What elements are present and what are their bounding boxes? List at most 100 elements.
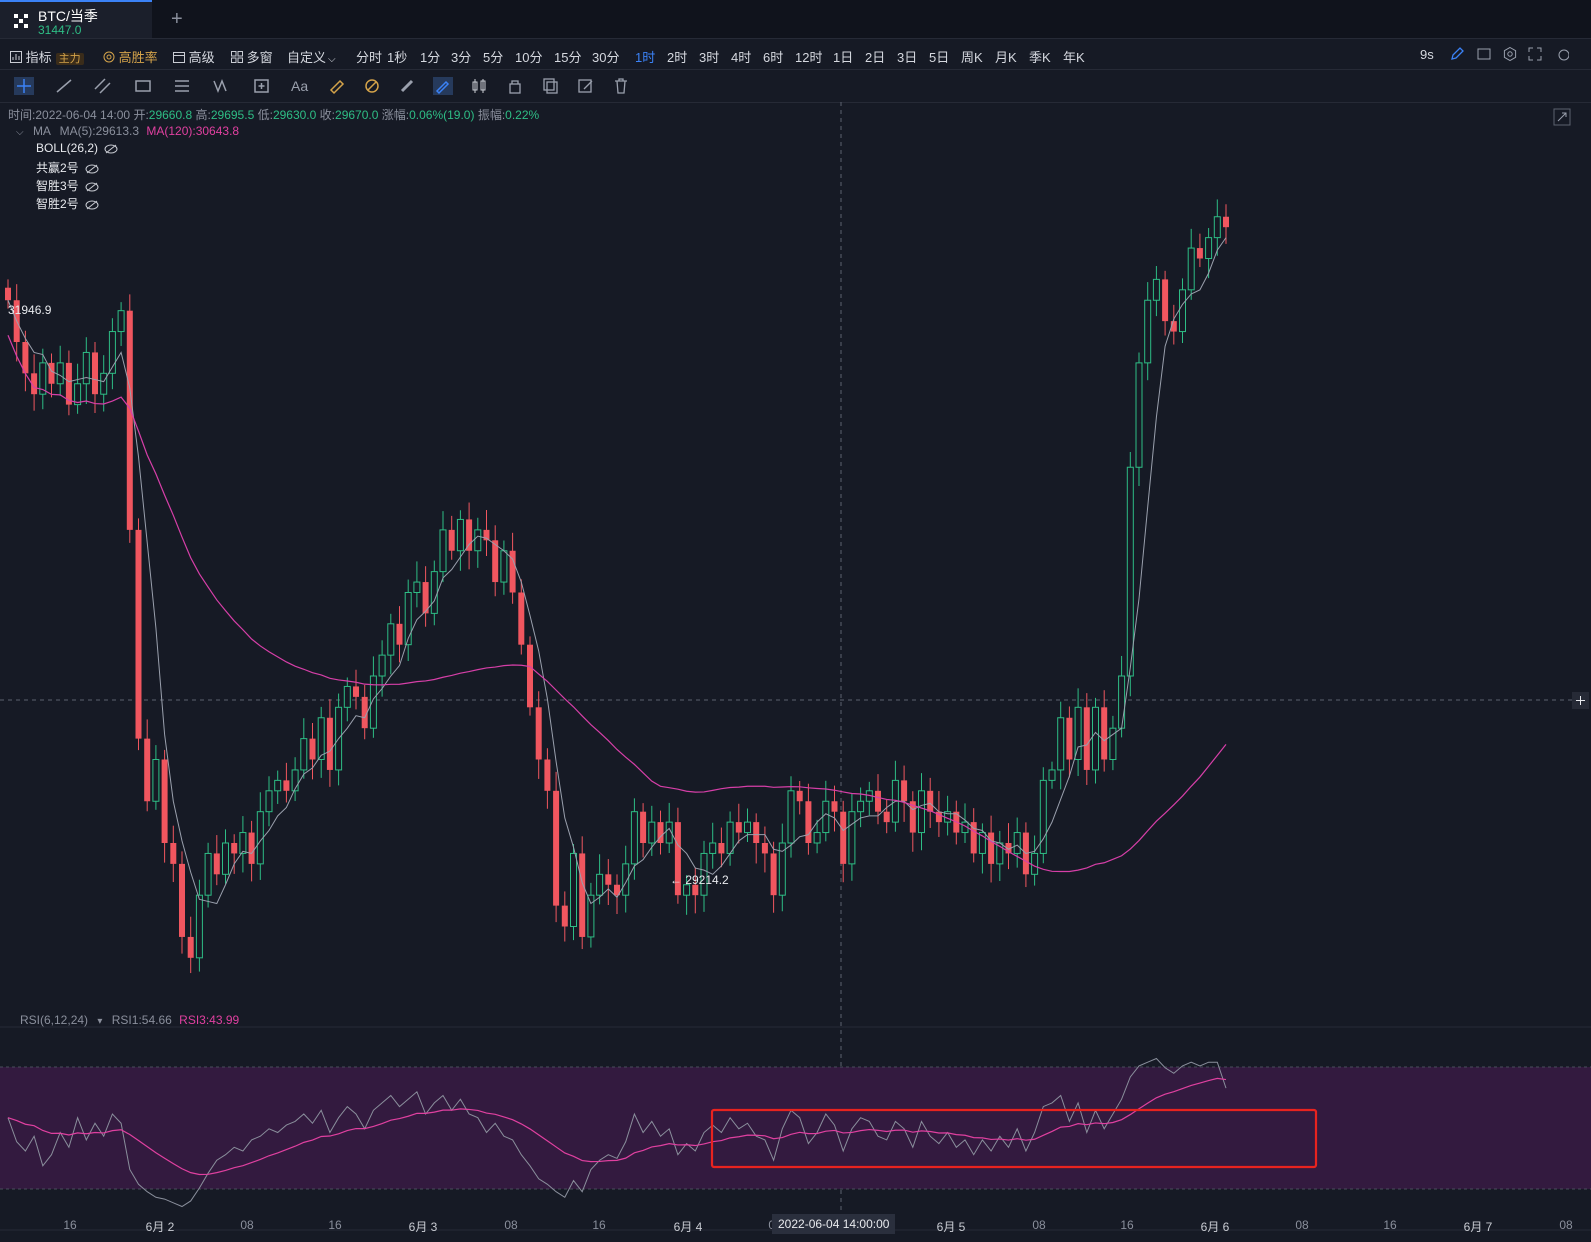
interval-0[interactable]: 分时 [356, 50, 383, 65]
win-rate-button[interactable]: 高胜率 [103, 47, 158, 66]
interval-3[interactable]: 3分 [451, 50, 472, 65]
interval-9[interactable]: 2时 [667, 50, 688, 65]
ma5-value: MA(5):29613.3 [59, 124, 140, 138]
rsi-name: RSI(6,12,24) [20, 1013, 89, 1027]
interval-18[interactable]: 周K [961, 50, 983, 65]
refresh-timer[interactable]: 9s [1420, 47, 1434, 62]
candle-body [1196, 248, 1203, 259]
interval-15[interactable]: 2日 [865, 50, 886, 65]
indicator-gongying2[interactable]: 共赢2号 [36, 159, 99, 176]
candle-body [657, 822, 664, 843]
candle-body [265, 790, 273, 813]
interval-12[interactable]: 6时 [763, 50, 784, 65]
hidden-eye-icon[interactable] [85, 200, 99, 210]
crosshair-add-button[interactable] [1572, 692, 1589, 709]
interval-16[interactable]: 3日 [897, 50, 918, 65]
interval-2[interactable]: 1分 [420, 50, 441, 65]
custom-dropdown[interactable]: 自定义 ⌵ [287, 47, 336, 66]
candle-body [135, 529, 142, 739]
candle-body [770, 853, 777, 896]
crosshair-tool-icon[interactable] [14, 77, 34, 95]
symbol-tab[interactable]: BTC/当季 31447.0 [0, 0, 152, 38]
ma-legend[interactable]: ⌵ MA MA(5):29613.3 MA(120):30643.8 [16, 124, 239, 138]
chevron-down-icon[interactable]: ▾ [97, 1016, 103, 1027]
interval-6[interactable]: 15分 [554, 50, 582, 65]
rectangle-tool-icon[interactable] [133, 77, 153, 95]
interval-10[interactable]: 3时 [699, 50, 720, 65]
interval-5[interactable]: 10分 [515, 50, 543, 65]
indicator-button[interactable]: 指标 主力 [10, 47, 84, 66]
candle-body [1066, 717, 1073, 760]
indicator-zhisheng3[interactable]: 智胜3号 [36, 177, 99, 194]
candles-group [5, 199, 1229, 974]
eraser-tool-icon[interactable] [362, 77, 382, 95]
fullscreen-icon[interactable] [1527, 46, 1543, 62]
low-label: 低: [257, 108, 273, 122]
candle-body [353, 686, 359, 697]
interval-11[interactable]: 4时 [731, 50, 752, 65]
hidden-eye-icon[interactable] [85, 182, 99, 192]
interval-4[interactable]: 5分 [483, 50, 504, 65]
copy-icon[interactable] [540, 77, 560, 95]
low-value: 29630.0 [272, 108, 317, 122]
rsi3-line [7, 1077, 1227, 1176]
candle-body [622, 863, 630, 896]
candle-body [665, 821, 673, 844]
candle-body [1013, 832, 1021, 854]
candle-body [1005, 843, 1012, 854]
brush-tool-icon[interactable] [433, 77, 453, 95]
ruler-tool-icon[interactable] [398, 77, 418, 95]
interval-14[interactable]: 1日 [833, 50, 854, 65]
candle-body [404, 592, 412, 646]
cloud-icon[interactable] [1555, 46, 1569, 62]
time-label: 时间: [8, 108, 36, 122]
candle-body [857, 800, 865, 813]
lock-icon[interactable] [505, 77, 525, 95]
candle-tool-icon[interactable] [469, 77, 489, 95]
interval-19[interactable]: 月K [995, 50, 1017, 65]
interval-20[interactable]: 季K [1029, 50, 1051, 65]
text-tool-icon[interactable]: Aa [291, 78, 309, 94]
candle-body [326, 717, 333, 770]
trend-line-tool-icon[interactable] [54, 77, 74, 95]
measure-tool-icon[interactable] [252, 77, 272, 95]
high-price-label: 31946.9 [8, 303, 52, 317]
multi-window-label: 多窗 [246, 50, 273, 65]
hidden-eye-icon[interactable] [104, 144, 118, 154]
candle-body [343, 685, 351, 708]
interval-17[interactable]: 5日 [929, 50, 950, 65]
candle-body [1109, 727, 1117, 760]
interval-1[interactable]: 1秒 [387, 50, 408, 65]
x-tick-label: 6月 5 [936, 1220, 966, 1234]
gear-icon[interactable] [1502, 46, 1518, 62]
collapse-chevron-icon[interactable]: ⌵ [16, 127, 24, 138]
advanced-button[interactable]: 高级 [173, 47, 215, 66]
candle-body [778, 842, 786, 896]
wave-tool-icon[interactable] [212, 77, 232, 95]
interval-21[interactable]: 年K [1063, 50, 1085, 65]
indicator-zhisheng2[interactable]: 智胜2号 [36, 195, 99, 212]
candle-body [195, 894, 203, 959]
rsi-legend[interactable]: RSI(6,12,24) ▾ RSI1:54.66 RSI3:43.99 [20, 1013, 239, 1027]
indicator-label: 指标 [25, 50, 52, 65]
parallel-line-tool-icon[interactable] [93, 77, 113, 95]
hidden-eye-icon[interactable] [85, 164, 99, 174]
multi-window-button[interactable]: 多窗 [231, 47, 273, 66]
candle-body [387, 623, 395, 656]
screenshot-icon[interactable] [1476, 46, 1492, 62]
expand-chart-icon[interactable] [1553, 108, 1571, 126]
interval-13[interactable]: 12时 [795, 50, 823, 65]
interval-7[interactable]: 30分 [592, 50, 620, 65]
candle-body [1031, 852, 1039, 875]
candle-body [1092, 706, 1099, 771]
trash-icon[interactable] [611, 77, 631, 95]
indicator-boll[interactable]: BOLL(26,2) [36, 141, 118, 155]
magnet-tool-icon[interactable] [327, 77, 347, 95]
fibonacci-tool-icon[interactable] [172, 77, 192, 95]
edit-icon[interactable] [576, 77, 596, 95]
pen-icon[interactable] [1449, 46, 1465, 62]
add-tab-icon[interactable]: + [171, 8, 183, 30]
interval-8[interactable]: 1时 [635, 50, 656, 65]
candle-body [1205, 237, 1213, 259]
